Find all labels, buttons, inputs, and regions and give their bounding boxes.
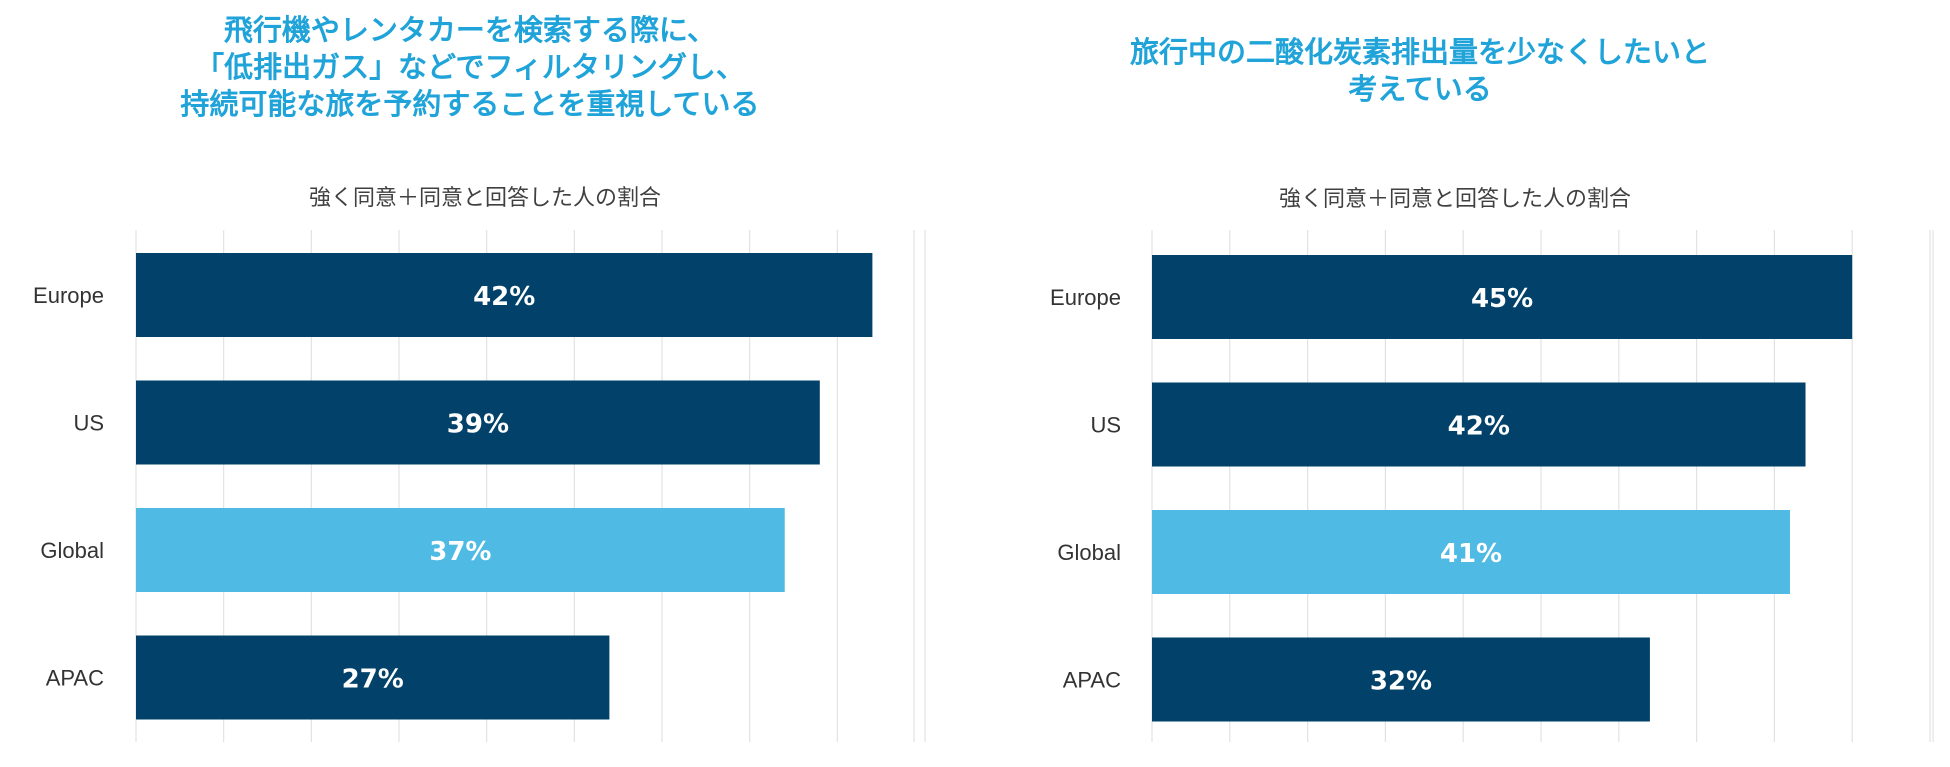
chart-title-line: 「低排出ガス」などでフィルタリングし、 [195,50,745,84]
bar [136,253,873,337]
chart-title-line: 旅行中の二酸化炭素排出量を少なくしたいと [1129,35,1710,69]
chart-panel-left: 飛行機やレンタカーを検索する際に、 「低排出ガス」などでフィルタリングし、 持続… [30,12,926,742]
chart-subtitle-left: 強く同意＋同意と回答した人の割合 [308,186,661,211]
bar [1152,637,1650,722]
data-label: 32% [1370,667,1432,697]
data-label: 41% [1440,539,1502,569]
chart-title-left: 飛行機やレンタカーを検索する際に、 「低排出ガス」などでフィルタリングし、 持続… [30,12,910,123]
bar [1152,510,1790,594]
chart-title-right: 旅行中の二酸化炭素排出量を少なくしたいと 考えている [1015,34,1825,108]
chart-title-line: 飛行機やレンタカーを検索する際に、 [223,13,717,47]
bar [1152,382,1806,467]
category-label: US [73,411,104,436]
chart-title-line: 考えている [1348,72,1492,106]
category-label: Global [40,538,104,563]
data-label: 45% [1471,284,1533,314]
bar-chart-left: Europe 42% US 39% Global 37% APAC 27% [33,230,926,742]
chart-subtitle-right: 強く同意＋同意と回答した人の割合 [1278,187,1631,212]
category-label: APAC [46,666,104,691]
bar [1152,255,1853,339]
chart-title-line: 持続可能な旅を予約することを重視している [180,87,760,121]
data-label: 42% [1448,412,1510,442]
category-label: Global [1057,540,1121,565]
bar [136,635,610,720]
data-label: 39% [447,410,509,440]
data-label: 27% [342,665,404,695]
bar [136,508,785,592]
bar [136,380,820,465]
category-label: US [1090,413,1121,438]
category-label: APAC [1063,668,1121,693]
category-label: Europe [33,283,104,308]
data-label: 42% [473,282,535,312]
bar-chart-right: Europe 45% US 42% Global 41% APAC 32% [1050,230,1934,742]
chart-panel-right: 旅行中の二酸化炭素排出量を少なくしたいと 考えている 強く同意＋同意と回答した人… [975,0,1950,767]
data-label: 37% [429,537,491,567]
category-label: Europe [1050,285,1121,310]
